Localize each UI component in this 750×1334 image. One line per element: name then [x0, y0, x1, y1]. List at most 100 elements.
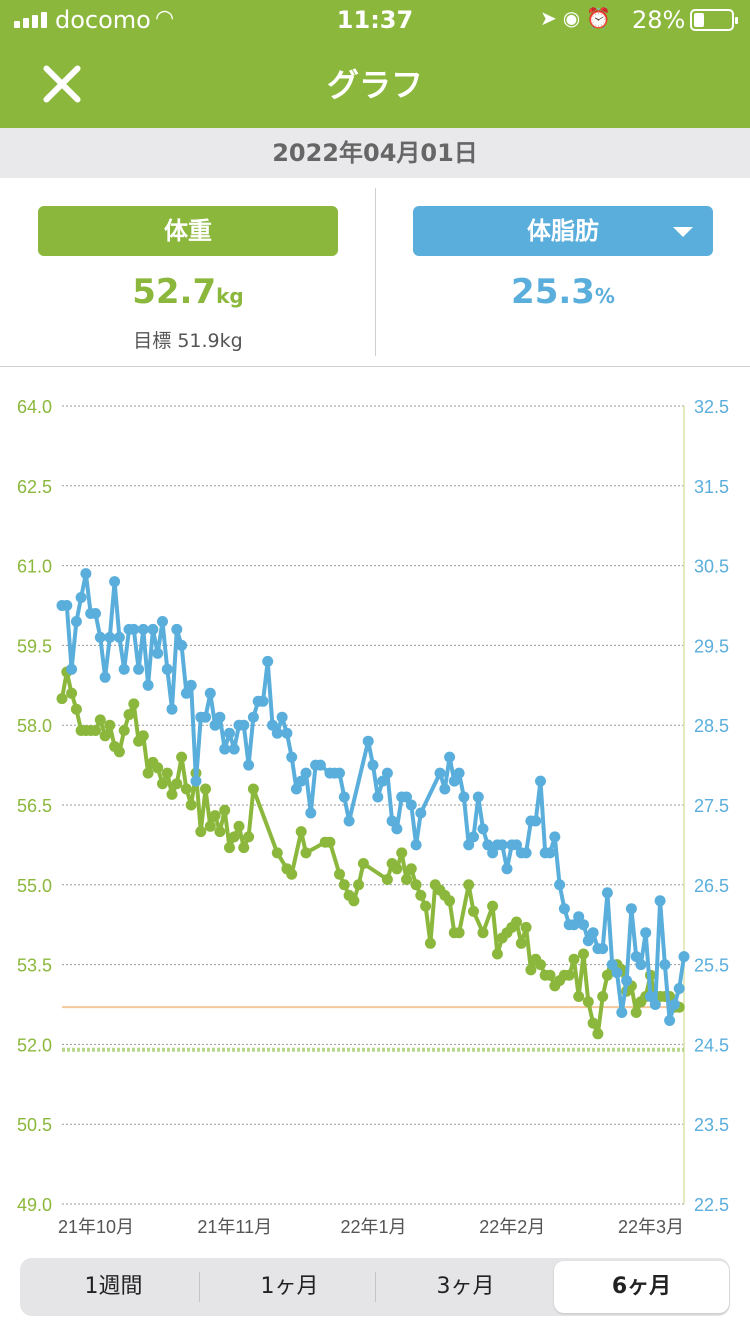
body-fat-data-point	[137, 623, 149, 635]
y-left-tick-label: 64.0	[17, 397, 52, 417]
weight-data-point	[582, 996, 594, 1008]
y-left-tick-label: 55.0	[17, 876, 52, 896]
y-right-tick-label: 26.5	[694, 876, 729, 896]
weight-data-point	[137, 730, 149, 742]
weight-data-point	[185, 799, 197, 811]
body-fat-data-point	[219, 743, 231, 755]
weight-data-point	[491, 948, 503, 960]
weight-data-point	[219, 804, 231, 816]
y-right-tick-label: 24.5	[694, 1035, 729, 1055]
weight-data-point	[118, 725, 130, 736]
body-fat-data-point	[640, 927, 652, 939]
wifi-icon: ◠	[155, 6, 175, 31]
body-fat-data-point	[295, 775, 307, 787]
weight-data-point	[180, 783, 192, 795]
body-fat-data-point	[410, 839, 422, 851]
weight-tab-button[interactable]: 体重	[38, 206, 338, 256]
weight-data-point	[477, 927, 489, 939]
body-fat-data-point	[381, 767, 393, 779]
body-fat-number: 25.3	[511, 272, 595, 312]
y-right-tick-label: 30.5	[694, 557, 729, 577]
weight-data-point	[410, 879, 422, 891]
body-fat-data-point	[654, 895, 666, 907]
body-fat-data-point	[554, 879, 566, 891]
body-fat-data-point	[157, 616, 168, 627]
weight-data-point	[415, 889, 427, 901]
weight-data-point	[578, 948, 589, 960]
body-fat-data-point	[70, 616, 82, 627]
body-fat-value: 25.3%	[413, 272, 713, 312]
body-fat-data-point	[472, 791, 484, 803]
body-fat-data-point	[630, 951, 642, 963]
x-tick-label: 22年1月	[340, 1217, 406, 1237]
body-fat-data-point	[606, 959, 618, 971]
weight-data-point	[353, 879, 365, 891]
segment-3[interactable]: 3ヶ月	[436, 1274, 495, 1299]
body-fat-data-point	[367, 759, 379, 771]
body-fat-data-point	[214, 711, 226, 723]
y-left-tick-label: 58.0	[17, 716, 52, 736]
body-fat-data-point	[343, 815, 355, 827]
segment-separator	[375, 1272, 376, 1302]
weight-data-point	[630, 1007, 642, 1018]
segment-4[interactable]: 6ヶ月	[554, 1261, 729, 1313]
weight-data-point	[104, 719, 116, 731]
weight-data-point	[334, 868, 345, 880]
body-fat-data-point	[94, 631, 106, 643]
weight-number: 52.7	[132, 272, 217, 312]
weight-data-point	[511, 916, 522, 928]
weight-data-point	[348, 895, 360, 907]
carrier-name: docomo	[55, 6, 151, 34]
goal-weight-text: 目標 51.9kg	[133, 330, 243, 352]
y-right-tick-label: 22.5	[694, 1195, 729, 1215]
weight-data-point	[176, 751, 188, 763]
body-fat-data-point	[391, 823, 403, 835]
weight-data-point	[224, 842, 235, 854]
body-fat-data-point	[161, 663, 173, 675]
body-fat-data-point	[176, 639, 188, 651]
body-fat-data-point	[463, 839, 475, 851]
body-fat-data-point	[487, 847, 499, 859]
body-fat-data-point	[75, 592, 87, 603]
body-fat-data-point	[673, 983, 685, 994]
weight-fat-chart[interactable]: 64.0 62.5 61.0 59.5 58.0 56.5 55.0 53.5 52.0 50.5…	[0, 367, 750, 1247]
x-tick-label: 22年2月	[479, 1217, 545, 1237]
body-fat-data-point	[664, 1015, 676, 1026]
page-title: グラフ	[326, 66, 423, 104]
body-fat-data-point	[415, 807, 427, 819]
weight-data-point	[171, 778, 183, 790]
body-fat-data-point	[434, 767, 446, 779]
weight-data-point	[396, 847, 408, 859]
body-fat-dropdown[interactable]: 体脂肪	[413, 206, 713, 256]
body-fat-data-point	[90, 608, 101, 619]
weight-data-point	[166, 788, 178, 800]
y-left-tick-label: 62.5	[17, 477, 52, 497]
body-fat-data-point	[247, 711, 259, 723]
weight-data-point	[233, 820, 245, 832]
body-fat-data-point	[386, 815, 398, 827]
battery-percent: 28%	[632, 6, 686, 34]
y-left-tick-label: 52.0	[17, 1035, 52, 1055]
battery-icon	[690, 9, 738, 31]
body-fat-data-point	[204, 687, 216, 699]
weight-data-point	[94, 714, 106, 726]
body-fat-data-point	[668, 999, 680, 1010]
body-fat-data-point	[444, 751, 456, 763]
period-selector: 1週間 1ヶ月 3ヶ月 6ヶ月	[20, 1258, 730, 1316]
weight-data-point	[453, 927, 465, 939]
weight-data-point	[520, 921, 532, 933]
weight-data-point	[247, 783, 259, 795]
body-fat-data-point	[334, 767, 345, 779]
weight-data-point	[597, 991, 609, 1002]
weight-data-point	[563, 969, 575, 981]
body-fat-data-point	[496, 839, 508, 851]
weight-data-point	[391, 863, 403, 875]
segment-2[interactable]: 1ヶ月	[260, 1274, 319, 1299]
body-fat-data-point	[80, 568, 92, 580]
y-left-tick-label: 53.5	[17, 956, 52, 976]
weight-unit: kg	[216, 284, 244, 308]
segment-1[interactable]: 1週間	[84, 1274, 143, 1299]
body-fat-data-point	[209, 719, 221, 731]
weight-data-point	[300, 847, 312, 859]
weight-data-point	[357, 858, 369, 869]
